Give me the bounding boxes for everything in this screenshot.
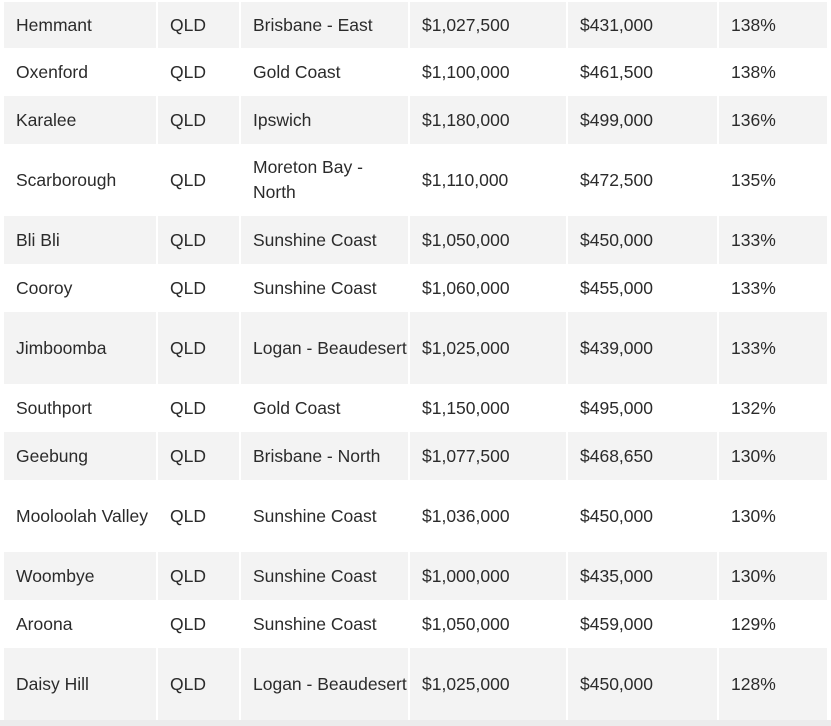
table-row: Scarborough QLD Moreton Bay - North $1,1… (4, 144, 827, 216)
region-cell: Sunshine Coast (241, 480, 408, 552)
region-cell: Sunshine Coast (241, 552, 408, 600)
region-cell: Ipswich (241, 96, 408, 144)
state-cell: QLD (158, 312, 239, 384)
unit-price-cell: $499,000 (568, 96, 717, 144)
state-cell: QLD (158, 144, 239, 216)
house-price-cell: $1,100,000 (410, 48, 566, 96)
table-row: Geebung QLD Brisbane - North $1,077,500 … (4, 432, 827, 480)
region-cell: Sunshine Coast (241, 600, 408, 648)
suburb-cell: Mooloolah Valley (4, 480, 156, 552)
table-row: Jimboomba QLD Logan - Beaudesert $1,025,… (4, 312, 827, 384)
region-cell: Moreton Bay - North (241, 144, 408, 216)
table-row: Mooloolah Valley QLD Sunshine Coast $1,0… (4, 480, 827, 552)
state-cell: QLD (158, 432, 239, 480)
region-cell: Logan - Beaudesert (241, 648, 408, 720)
price-gap-cell: 128% (719, 648, 827, 720)
house-price-cell: $1,025,000 (410, 648, 566, 720)
unit-price-cell: $450,000 (568, 480, 717, 552)
price-gap-cell: 133% (719, 264, 827, 312)
unit-price-cell: $439,000 (568, 312, 717, 384)
unit-price-cell: $472,500 (568, 144, 717, 216)
suburb-cell: Woombye (4, 552, 156, 600)
price-gap-cell: 130% (719, 552, 827, 600)
price-gap-cell: 129% (719, 600, 827, 648)
table-row: Oxenford QLD Gold Coast $1,100,000 $461,… (4, 48, 827, 96)
suburb-cell: Bli Bli (4, 216, 156, 264)
house-price-cell: $1,000,000 (410, 552, 566, 600)
suburb-cell: Aroona (4, 600, 156, 648)
table-row: Daisy Hill QLD Logan - Beaudesert $1,025… (4, 648, 827, 720)
price-gap-cell: 138% (719, 48, 827, 96)
price-gap-cell: 130% (719, 480, 827, 552)
suburb-cell: Hemmant (4, 2, 156, 48)
region-cell: Brisbane - North (241, 432, 408, 480)
price-gap-cell: 135% (719, 144, 827, 216)
state-cell: QLD (158, 648, 239, 720)
state-cell: QLD (158, 384, 239, 432)
region-cell: Sunshine Coast (241, 216, 408, 264)
table-bottom-divider (0, 720, 831, 726)
unit-price-cell: $450,000 (568, 216, 717, 264)
suburb-cell: Jimboomba (4, 312, 156, 384)
region-cell: Gold Coast (241, 48, 408, 96)
house-price-cell: $1,050,000 (410, 216, 566, 264)
region-cell: Brisbane - East (241, 2, 408, 48)
price-gap-cell: 132% (719, 384, 827, 432)
house-price-cell: $1,110,000 (410, 144, 566, 216)
region-cell: Sunshine Coast (241, 264, 408, 312)
house-price-cell: $1,150,000 (410, 384, 566, 432)
suburb-cell: Daisy Hill (4, 648, 156, 720)
unit-price-cell: $450,000 (568, 648, 717, 720)
unit-price-cell: $495,000 (568, 384, 717, 432)
price-gap-cell: 130% (719, 432, 827, 480)
price-gap-cell: 136% (719, 96, 827, 144)
suburb-cell: Scarborough (4, 144, 156, 216)
table-row: Southport QLD Gold Coast $1,150,000 $495… (4, 384, 827, 432)
table-row: Karalee QLD Ipswich $1,180,000 $499,000 … (4, 96, 827, 144)
house-price-cell: $1,060,000 (410, 264, 566, 312)
house-price-cell: $1,077,500 (410, 432, 566, 480)
table-row: Cooroy QLD Sunshine Coast $1,060,000 $45… (4, 264, 827, 312)
suburb-cell: Southport (4, 384, 156, 432)
suburb-cell: Cooroy (4, 264, 156, 312)
state-cell: QLD (158, 216, 239, 264)
suburb-cell: Geebung (4, 432, 156, 480)
region-cell: Logan - Beaudesert (241, 312, 408, 384)
price-gap-cell: 133% (719, 216, 827, 264)
state-cell: QLD (158, 48, 239, 96)
suburb-cell: Oxenford (4, 48, 156, 96)
table-row: Aroona QLD Sunshine Coast $1,050,000 $45… (4, 600, 827, 648)
unit-price-cell: $461,500 (568, 48, 717, 96)
unit-price-cell: $455,000 (568, 264, 717, 312)
price-gap-cell: 133% (719, 312, 827, 384)
state-cell: QLD (158, 2, 239, 48)
price-gap-cell: 138% (719, 2, 827, 48)
state-cell: QLD (158, 480, 239, 552)
unit-price-cell: $431,000 (568, 2, 717, 48)
state-cell: QLD (158, 600, 239, 648)
region-cell: Gold Coast (241, 384, 408, 432)
unit-price-cell: $459,000 (568, 600, 717, 648)
house-price-cell: $1,180,000 (410, 96, 566, 144)
table-row: Bli Bli QLD Sunshine Coast $1,050,000 $4… (4, 216, 827, 264)
state-cell: QLD (158, 264, 239, 312)
house-price-cell: $1,036,000 (410, 480, 566, 552)
state-cell: QLD (158, 96, 239, 144)
table-row: Hemmant QLD Brisbane - East $1,027,500 $… (4, 2, 827, 48)
state-cell: QLD (158, 552, 239, 600)
table-row: Woombye QLD Sunshine Coast $1,000,000 $4… (4, 552, 827, 600)
unit-price-cell: $435,000 (568, 552, 717, 600)
house-price-cell: $1,050,000 (410, 600, 566, 648)
suburb-cell: Karalee (4, 96, 156, 144)
house-price-cell: $1,027,500 (410, 2, 566, 48)
house-price-cell: $1,025,000 (410, 312, 566, 384)
unit-price-cell: $468,650 (568, 432, 717, 480)
